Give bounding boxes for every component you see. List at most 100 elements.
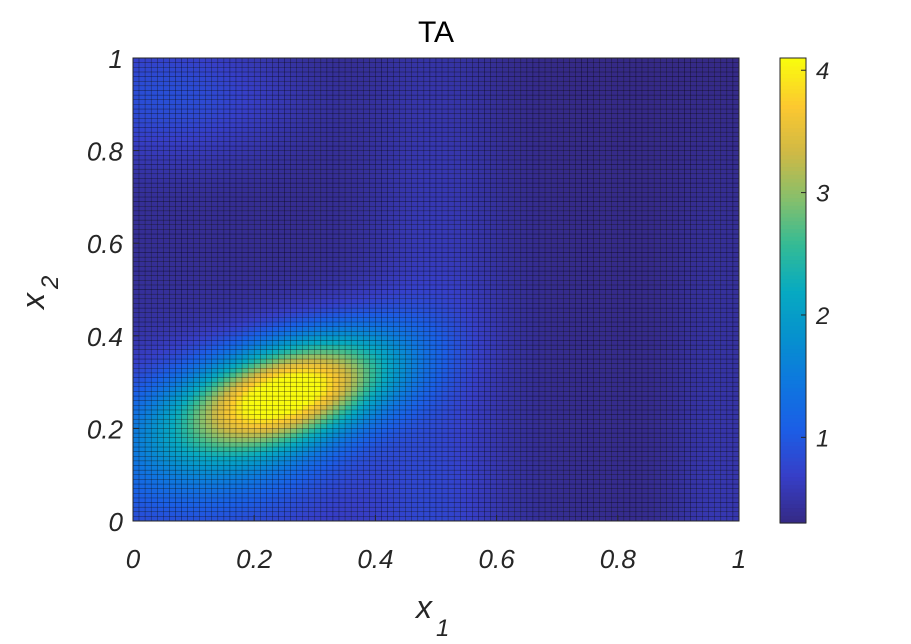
heatmap-cell [387,321,394,327]
heatmap-cell [187,90,194,96]
heatmap-cell [302,414,310,420]
heatmap-cell [138,224,146,230]
heatmap-cell [169,159,176,165]
heatmap-cell [247,516,255,522]
heatmap-cell [278,492,285,499]
heatmap-cell [144,99,152,105]
heatmap-cell [350,229,358,235]
heatmap-cell [235,386,243,392]
heatmap-cell [417,76,425,82]
heatmap-cell [193,247,200,253]
heatmap-cell [132,298,140,304]
heatmap-cell [332,474,340,480]
heatmap-cell [272,205,279,212]
heatmap-cell [193,289,200,295]
heatmap-cell [229,94,237,100]
heatmap-cell [302,131,310,137]
heatmap-cell [290,266,297,272]
heatmap-cell [284,391,291,397]
heatmap-cell [387,330,394,337]
heatmap-cell [163,432,170,438]
heatmap-cell [247,293,255,300]
heatmap-cell [381,187,388,193]
heatmap-cell [405,418,413,425]
heatmap-cell [411,284,419,290]
heatmap-cell [314,418,322,425]
heatmap-cell [314,372,322,378]
heatmap-cell [235,405,243,411]
heatmap-cell [229,451,237,457]
heatmap-cell [253,71,261,77]
heatmap-cell [217,164,225,170]
heatmap-cell [296,298,303,304]
heatmap-cell [411,219,419,225]
heatmap-cell [369,363,376,369]
heatmap-cell [266,340,273,346]
heatmap-cell [132,219,140,225]
heatmap-cell [405,90,413,96]
heatmap-cell [278,414,285,420]
heatmap-cell [296,330,303,337]
heatmap-cell [302,312,310,318]
heatmap-cell [320,437,328,443]
heatmap-cell [417,423,425,429]
heatmap-cell [266,71,273,77]
heatmap-cell [223,363,231,369]
heatmap-cell [290,488,297,494]
heatmap-cell [266,270,273,276]
heatmap-cell [272,187,279,193]
heatmap-cell [308,173,316,179]
heatmap-cell [163,233,170,239]
heatmap-cell [429,187,437,193]
heatmap-cell [332,418,340,425]
heatmap-cell [217,192,225,198]
heatmap-cell [417,108,425,114]
heatmap-cell [278,150,285,156]
heatmap-cell [157,168,164,175]
heatmap-cell [284,340,291,346]
heatmap-cell [253,252,261,258]
heatmap-cell [369,80,376,87]
heatmap-cell [363,381,370,388]
heatmap-cell [241,150,249,156]
heatmap-cell [253,418,261,425]
heatmap-cell [363,451,370,457]
heatmap-cell [260,150,267,156]
heatmap-cell [211,141,219,147]
heatmap-cell [387,150,394,156]
heatmap-cell [423,242,431,249]
heatmap-cell [326,492,334,499]
heatmap-cell [356,289,364,295]
heatmap-cell [150,127,158,133]
heatmap-cell [199,391,206,397]
heatmap-cell [399,330,406,337]
heatmap-cell [205,474,213,480]
heatmap-cell [423,155,431,161]
heatmap-cell [308,145,316,151]
heatmap-cell [320,242,328,249]
heatmap-cell [338,252,346,258]
heatmap-cell [181,432,188,438]
heatmap-cell [223,266,231,272]
heatmap-cell [387,506,394,513]
heatmap-cell [429,465,437,471]
heatmap-cell [211,113,219,119]
heatmap-cell [320,62,328,68]
heatmap-cell [163,344,170,350]
heatmap-cell [253,266,261,272]
heatmap-cell [290,196,297,202]
heatmap-cell [381,474,388,480]
heatmap-cell [235,344,243,350]
heatmap-cell [314,367,322,374]
heatmap-cell [247,321,255,327]
heatmap-cell [369,85,376,91]
heatmap-cell [157,414,164,420]
heatmap-cell [302,381,310,388]
heatmap-cell [423,432,431,438]
heatmap-cell [423,71,431,77]
heatmap-cell [253,437,261,443]
heatmap-cell [338,94,346,100]
heatmap-cell [157,233,164,239]
heatmap-cell [217,113,225,119]
heatmap-cell [241,67,249,73]
